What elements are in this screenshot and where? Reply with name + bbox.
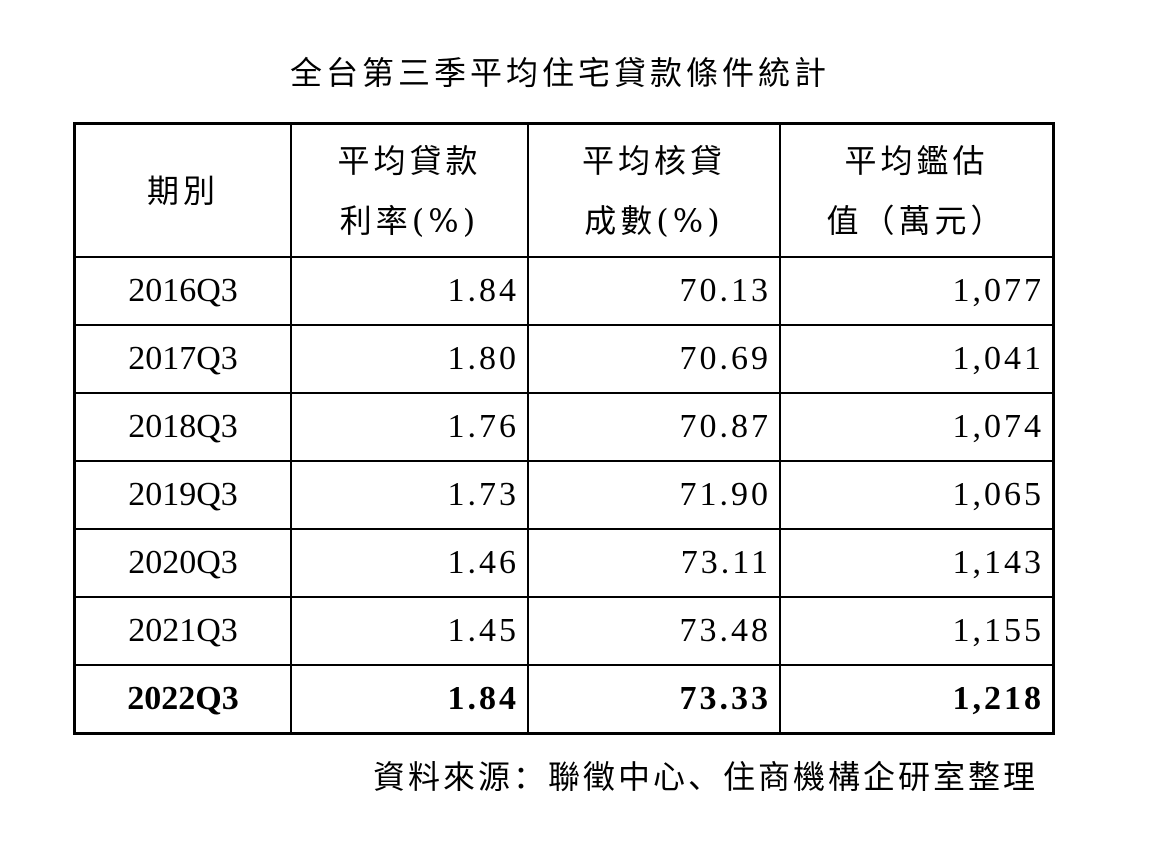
header-row: 期別 平均貸款利率(%) 平均核貸成數(%) 平均鑑估值（萬元） — [73, 122, 1055, 258]
rate-cell: 1.84 — [290, 664, 529, 735]
table-row: 2019Q3 1.73 71.90 1,065 — [73, 460, 1055, 530]
table-row: 2021Q3 1.45 73.48 1,155 — [73, 596, 1055, 666]
rate-cell: 1.46 — [290, 528, 529, 598]
header-ltv: 平均核貸成數(%) — [527, 122, 781, 258]
loan-statistics-table: 期別 平均貸款 利率(%) 平均核貸 成數(%) 平均鑑估 值（萬元） 2016Q3 1… — [73, 122, 1055, 735]
header-label: 成數(%) — [584, 201, 724, 240]
rate-cell: 1.80 — [290, 324, 529, 394]
table-row: 2020Q3 1.46 73.11 1,143 — [73, 528, 1055, 598]
period-cell: 2020Q3 — [73, 528, 292, 598]
header-label: 利率(%) — [339, 201, 480, 240]
table-row: 2017Q3 1.80 70.69 1,041 — [73, 324, 1055, 394]
value-cell: 1,077 — [779, 256, 1055, 326]
ltv-cell: 71.90 — [527, 460, 781, 530]
period-cell: 2019Q3 — [73, 460, 292, 530]
value-cell: 1,074 — [779, 392, 1055, 462]
table-row: 2018Q3 1.76 70.87 1,074 — [73, 392, 1055, 462]
period-cell: 2016Q3 — [73, 256, 292, 326]
period-cell: 2022Q3 — [73, 664, 292, 735]
ltv-cell: 70.87 — [527, 392, 781, 462]
ltv-cell: 73.11 — [527, 528, 781, 598]
value-cell: 1,155 — [779, 596, 1055, 666]
ltv-cell: 70.13 — [527, 256, 781, 326]
value-cell: 1,065 — [779, 460, 1055, 530]
rate-cell: 1.76 — [290, 392, 529, 462]
period-cell: 2018Q3 — [73, 392, 292, 462]
header-label: 期別 — [146, 171, 219, 210]
rate-cell: 1.73 — [290, 460, 529, 530]
header-label: 平均核貸 — [581, 141, 726, 180]
ltv-cell: 73.33 — [527, 664, 781, 735]
value-cell: 1,218 — [779, 664, 1055, 735]
table-row: 2022Q3 1.84 73.33 1,218 — [73, 664, 1055, 735]
period-cell: 2017Q3 — [73, 324, 292, 394]
header-label: 平均貸款 — [337, 141, 482, 180]
ltv-cell: 70.69 — [527, 324, 781, 394]
header-label: 值（萬元） — [826, 201, 1007, 240]
source-note: 資料來源：聯徵中心、住商機構企研室整理 — [372, 758, 1038, 796]
table-title: 全台第三季平均住宅貸款條件統計 — [289, 54, 830, 92]
header-period: 期別 — [73, 122, 292, 258]
period-cell: 2021Q3 — [73, 596, 292, 666]
rate-cell: 1.45 — [290, 596, 529, 666]
header-value: 平均鑑估值（萬元） — [779, 122, 1055, 258]
header-rate: 平均貸款利率(%) — [290, 122, 529, 258]
value-cell: 1,143 — [779, 528, 1055, 598]
header-label: 平均鑑估 — [844, 141, 989, 180]
value-cell: 1,041 — [779, 324, 1055, 394]
table-row: 2016Q3 1.84 70.13 1,077 — [73, 256, 1055, 326]
ltv-cell: 73.48 — [527, 596, 781, 666]
rate-cell: 1.84 — [290, 256, 529, 326]
